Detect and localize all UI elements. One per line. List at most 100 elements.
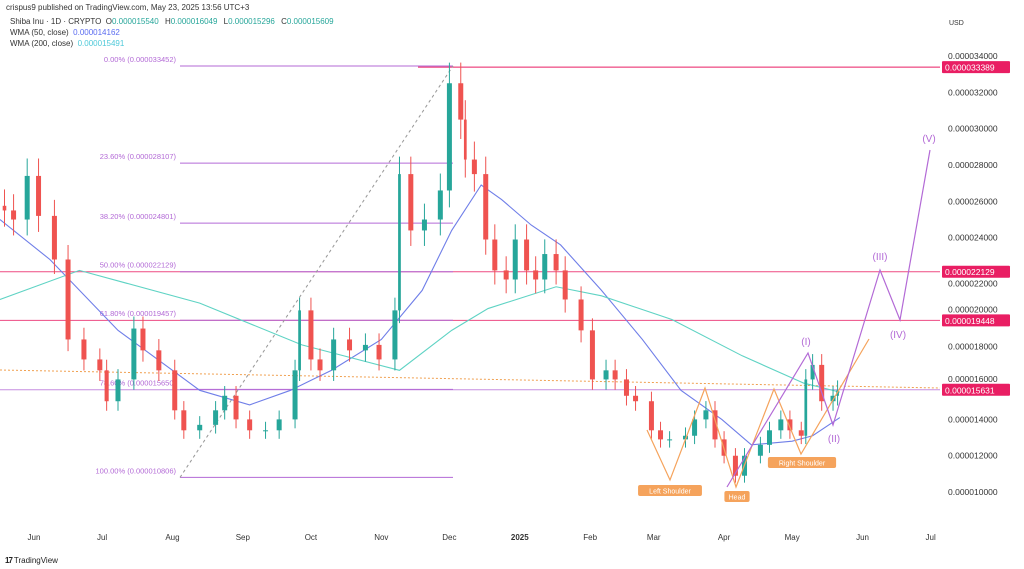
candle-body xyxy=(804,379,808,436)
x-tick-label: Sep xyxy=(236,533,251,542)
candle-body xyxy=(81,339,87,360)
candle-body xyxy=(819,364,825,402)
candle-body xyxy=(213,410,219,425)
candle-body xyxy=(156,350,162,371)
candle-body xyxy=(276,419,282,431)
candle-body xyxy=(682,435,688,440)
fib-level-label: 0.00% (0.000033452) xyxy=(104,55,177,64)
candle-body xyxy=(458,83,464,120)
candle-body xyxy=(562,270,568,300)
price-level-tag-label: 0.000019448 xyxy=(945,316,995,326)
pattern-label-bg xyxy=(724,491,750,502)
candle-body xyxy=(463,119,467,160)
fib-level-label: 38.20% (0.000024801) xyxy=(100,212,177,221)
fib-level-label: 50.00% (0.000022129) xyxy=(100,261,177,270)
head-shoulders-pattern xyxy=(646,338,870,489)
x-tick-label: Apr xyxy=(718,533,731,542)
fib-level-label: 78.60% (0.000015650) xyxy=(100,378,177,387)
high-label: H xyxy=(164,17,171,26)
price-level-tag xyxy=(942,314,1010,327)
pattern-label: Right Shoulder xyxy=(779,461,826,468)
candle-body xyxy=(247,419,253,431)
candle-body xyxy=(483,174,489,240)
close-label: C xyxy=(281,17,287,26)
candle-body xyxy=(778,419,784,431)
wave-label: (III) xyxy=(873,252,888,263)
candle-body xyxy=(131,328,137,380)
y-tick-label: 0.000012000 xyxy=(948,451,998,461)
candle-body xyxy=(712,410,718,440)
pattern-label: Left Shoulder xyxy=(649,489,691,496)
candle-body xyxy=(172,370,178,411)
wma50-label: WMA (50, close) xyxy=(10,28,69,37)
candle-body xyxy=(408,174,414,231)
x-tick-label: Jul xyxy=(926,533,936,542)
candle-body xyxy=(36,175,42,216)
wave-label: (II) xyxy=(828,434,840,445)
wma200-legend[interactable]: WMA (200, close) 0.000015491 xyxy=(10,39,124,48)
price-level-tag-label: 0.000033389 xyxy=(945,63,995,73)
candle-body xyxy=(692,419,698,436)
y-tick-label: 0.000020000 xyxy=(948,304,998,314)
wave-label: (I) xyxy=(801,337,810,348)
candle-body xyxy=(810,364,815,380)
candle-body xyxy=(376,344,382,360)
candle-body xyxy=(97,359,103,371)
x-tick-label: Jun xyxy=(856,533,869,542)
x-tick-label: May xyxy=(785,533,800,542)
candle-body xyxy=(181,410,187,431)
candle-body xyxy=(65,259,71,340)
wma200-label: WMA (200, close) xyxy=(10,39,74,48)
y-tick-label: 0.000014000 xyxy=(948,414,998,424)
y-tick-label: 0.000026000 xyxy=(948,196,998,206)
open-value: 0.000015540 xyxy=(111,17,159,26)
open-label: O xyxy=(105,17,112,26)
candle-body xyxy=(589,330,595,380)
candle-body xyxy=(648,401,654,431)
candle-body xyxy=(51,215,57,260)
candle-body xyxy=(197,424,203,431)
x-tick-label: Jul xyxy=(97,533,107,542)
candle-body xyxy=(830,395,836,402)
x-tick-label: Feb xyxy=(583,533,597,542)
x-tick-label: 2025 xyxy=(511,533,529,542)
candle-body xyxy=(542,254,548,280)
candle-body xyxy=(503,270,509,280)
tradingview-logo: 17 TradingView xyxy=(5,556,58,565)
wma50-value: 0.000014162 xyxy=(73,28,120,37)
fib-level-label: 61.80% (0.000019457) xyxy=(100,309,177,318)
candle-body xyxy=(787,419,793,431)
y-tick-label: 0.000030000 xyxy=(948,124,998,134)
candle-body xyxy=(104,370,109,402)
candles xyxy=(2,62,839,483)
y-tick-label: 0.000018000 xyxy=(948,342,998,352)
x-tick-label: Mar xyxy=(647,533,661,542)
dotted-trendline xyxy=(0,369,941,389)
candle-body xyxy=(732,455,738,476)
price-level-tag-label: 0.000015631 xyxy=(945,385,995,395)
candle-body xyxy=(757,444,763,456)
candle-body xyxy=(24,175,30,220)
wave-label: (V) xyxy=(922,134,935,145)
candle-body xyxy=(347,339,353,351)
wma50-legend[interactable]: WMA (50, close) 0.000014162 xyxy=(10,28,120,37)
symbol-legend: Shiba Inu · 1D · CRYPTO O0.000015540 H 0.… xyxy=(10,17,338,26)
candle-body xyxy=(578,299,584,331)
close-value: 0.000015609 xyxy=(286,17,334,26)
symbol-name: Shiba Inu · 1D · CRYPTO xyxy=(10,17,102,26)
candle-body xyxy=(331,339,337,371)
currency-label: USD xyxy=(949,20,964,27)
candle-body xyxy=(437,190,443,220)
x-tick-label: Jun xyxy=(28,533,41,542)
x-tick-label: Aug xyxy=(165,533,179,542)
y-tick-label: 0.000024000 xyxy=(948,233,998,243)
candle-body xyxy=(292,370,298,420)
price-level-tag xyxy=(942,265,1010,278)
y-tick-label: 0.000034000 xyxy=(948,51,998,61)
fib-level-label: 23.60% (0.000028107) xyxy=(100,152,177,161)
y-tick-label: 0.000016000 xyxy=(948,374,998,384)
candle-body xyxy=(222,395,228,411)
y-tick-label: 0.000028000 xyxy=(948,160,998,170)
candle-body xyxy=(798,430,804,436)
